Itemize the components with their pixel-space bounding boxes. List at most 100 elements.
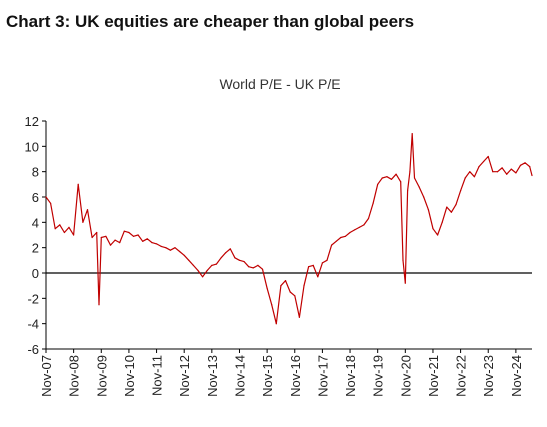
data-point [179, 250, 181, 253]
data-point [50, 202, 52, 204]
data-point [114, 239, 116, 241]
data-point [289, 291, 291, 293]
data-point [381, 177, 383, 179]
data-point [446, 206, 448, 208]
x-axis: Nov-07 Nov-08 Nov-09 Nov-10 Nov-11 Nov-12 Nov-… [39, 348, 532, 397]
data-point [109, 244, 112, 246]
data-point [312, 264, 314, 266]
data-point [450, 211, 452, 213]
data-point [77, 183, 79, 185]
data-point [354, 229, 356, 231]
data-point [252, 267, 254, 269]
x-tick-label: Nov-18 [343, 355, 358, 397]
data-point [411, 133, 413, 135]
data-point [460, 190, 462, 192]
data-point [404, 282, 406, 284]
data-point [423, 196, 425, 198]
data-point [483, 160, 485, 163]
page-title: Chart 3: UK equities are cheaper than gl… [6, 12, 415, 31]
data-point [308, 266, 310, 268]
data-point [372, 202, 374, 204]
data-point [432, 228, 434, 230]
x-tick-label: Nov-15 [260, 355, 275, 397]
data-point [331, 244, 333, 246]
x-tick-label: Nov-13 [205, 355, 220, 397]
y-tick-label: -2 [27, 291, 39, 306]
data-point [407, 190, 409, 192]
x-tick-label: Nov-16 [288, 355, 303, 397]
data-point [335, 240, 337, 242]
data-point [96, 231, 98, 234]
data-point [400, 181, 402, 183]
data-point [363, 224, 365, 226]
data-point [464, 177, 466, 179]
data-point [45, 196, 47, 198]
data-point [91, 236, 93, 239]
data-point [234, 257, 236, 259]
data-point [188, 259, 190, 261]
data-point [390, 178, 393, 180]
data-point [156, 243, 158, 245]
data-point [344, 235, 346, 237]
y-tick-label: 2 [32, 241, 39, 256]
x-tick-label: Nov-12 [177, 355, 192, 397]
data-point [174, 247, 176, 249]
data-point [280, 285, 282, 287]
data-point [142, 240, 144, 242]
data-point [123, 230, 125, 232]
y-axis: -6 -4 -2 0 2 4 6 8 10 12 [25, 114, 47, 357]
data-point [395, 173, 397, 175]
data-point [68, 226, 70, 228]
data-point [519, 164, 522, 166]
data-point [469, 171, 471, 173]
x-tick-label: Nov-14 [232, 355, 247, 397]
y-tick-label: -6 [27, 342, 39, 357]
x-tick-label: Nov-10 [122, 355, 137, 397]
x-tick-label: Nov-24 [509, 355, 524, 397]
data-point [257, 264, 259, 266]
series-group [45, 133, 533, 325]
data-point [86, 209, 89, 211]
data-point [402, 259, 404, 261]
data-point [529, 166, 531, 168]
data-point [275, 323, 277, 325]
x-tick-label: Nov-11 [150, 355, 165, 396]
data-point [506, 173, 508, 175]
data-point [137, 234, 139, 236]
x-tick-label: Nov-21 [426, 355, 441, 397]
data-point [413, 177, 416, 179]
data-point [321, 262, 323, 264]
data-point [437, 234, 439, 236]
data-point [455, 204, 457, 206]
x-tick-label: Nov-20 [398, 355, 413, 397]
data-point [358, 226, 360, 228]
data-point [496, 171, 499, 173]
data-point [303, 285, 305, 287]
data-point [261, 268, 264, 270]
data-point [248, 266, 250, 268]
data-point [183, 254, 185, 256]
series-line [45, 133, 533, 325]
data-point [441, 221, 443, 223]
data-point [298, 316, 300, 318]
data-point [515, 172, 517, 174]
data-point [160, 245, 162, 247]
data-point [531, 174, 533, 177]
y-tick-label: 10 [25, 139, 39, 154]
data-point [202, 276, 204, 278]
data-point [165, 247, 167, 249]
data-point [367, 217, 370, 220]
data-point [63, 231, 65, 234]
data-point [197, 269, 199, 272]
x-tick-label: Nov-09 [94, 355, 109, 397]
y-tick-label: 0 [32, 266, 39, 281]
data-point [238, 259, 241, 261]
data-point [169, 249, 171, 251]
data-point [326, 259, 328, 261]
x-tick-label: Nov-08 [67, 355, 82, 397]
x-tick-label: Nov-22 [454, 355, 469, 397]
x-tick-label: Nov-17 [315, 355, 330, 397]
data-point [418, 186, 420, 188]
